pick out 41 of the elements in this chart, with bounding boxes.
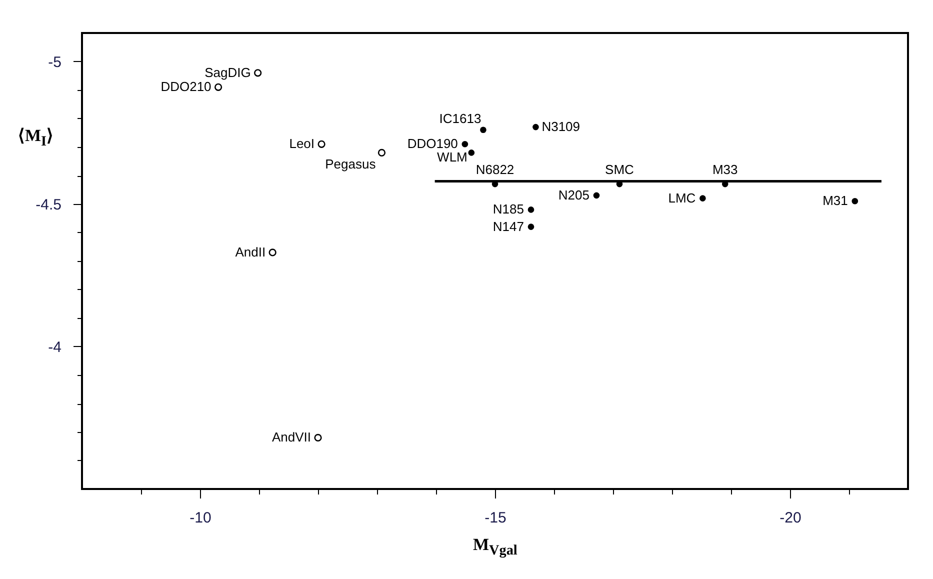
annotation: DDO210 bbox=[160, 79, 212, 94]
point bbox=[528, 224, 534, 230]
x-tick-label: -15 bbox=[484, 510, 506, 526]
annotation: N3109 bbox=[542, 119, 580, 134]
point bbox=[462, 140, 468, 148]
y-axis-title: ⟨M$_{I}$⟩ bbox=[18, 125, 54, 150]
point bbox=[528, 206, 534, 213]
point bbox=[314, 434, 322, 442]
annotation: IC1613 bbox=[439, 110, 482, 126]
annotation: LeoI bbox=[289, 136, 315, 152]
annotation: N185 bbox=[492, 202, 524, 217]
annotation: AndII bbox=[235, 244, 266, 260]
annotation: Pegasus bbox=[325, 156, 376, 172]
point bbox=[378, 148, 386, 157]
y-tick-label: -4.5 bbox=[36, 196, 62, 214]
annotation: N6822 bbox=[476, 162, 514, 178]
x-axis-title: M$_{Vgal}$ bbox=[473, 535, 518, 560]
point bbox=[268, 248, 276, 256]
point bbox=[480, 126, 486, 134]
annotation: SMC bbox=[605, 162, 634, 178]
annotation: LMC bbox=[668, 190, 696, 206]
point bbox=[593, 192, 600, 199]
point bbox=[852, 198, 858, 204]
point bbox=[468, 150, 475, 156]
point bbox=[214, 83, 222, 91]
point bbox=[318, 140, 326, 148]
x-tick-label: -20 bbox=[780, 510, 802, 526]
annotation: N147 bbox=[492, 218, 524, 234]
x-tick-label: -10 bbox=[190, 510, 212, 526]
annotation: M33 bbox=[712, 162, 738, 178]
annotation: DDO190 bbox=[407, 136, 458, 152]
annotation: WLM bbox=[437, 150, 468, 165]
annotation: SagDIG bbox=[204, 64, 251, 80]
annotation: M31 bbox=[822, 193, 848, 208]
annotation: N205 bbox=[558, 187, 590, 202]
point bbox=[532, 124, 539, 130]
point bbox=[700, 195, 706, 202]
point bbox=[254, 69, 262, 77]
annotation: AndVII bbox=[272, 430, 311, 445]
y-tick-label: -5 bbox=[48, 54, 62, 71]
y-tick-label: -4 bbox=[48, 339, 62, 356]
